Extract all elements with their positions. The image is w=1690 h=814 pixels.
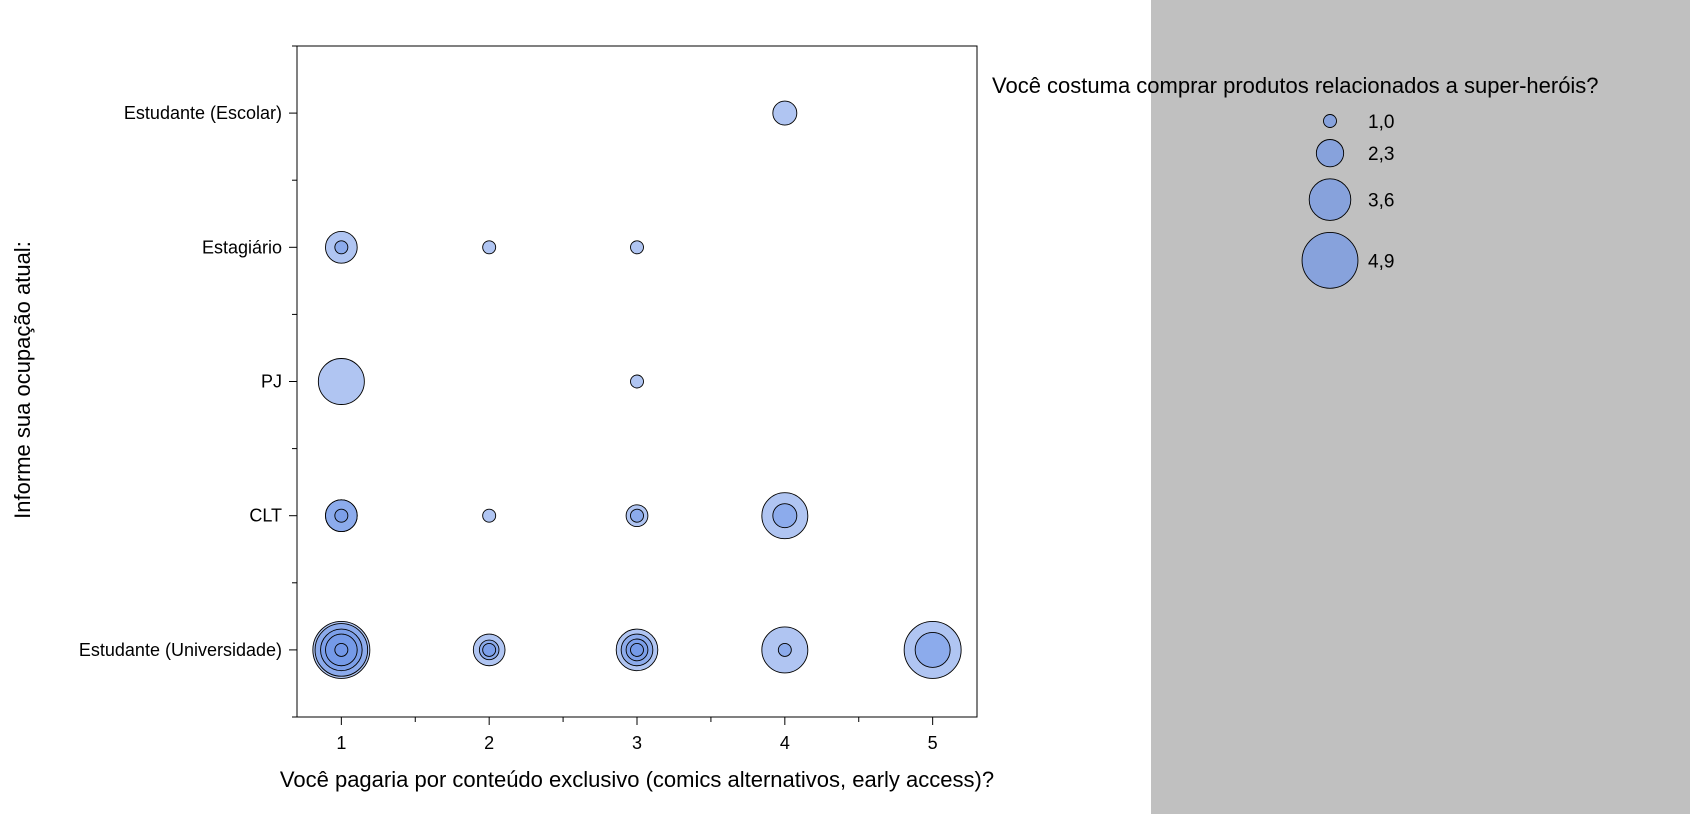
bubble-point [630, 240, 644, 255]
y-tick-label: Estudante (Universidade) [79, 640, 282, 660]
x-tick-label: 5 [928, 733, 938, 753]
x-tick-label: 3 [632, 733, 642, 753]
bubbles [312, 100, 962, 679]
size-legend-marker [1301, 231, 1359, 289]
size-legend-title: Você costuma comprar produtos relacionad… [992, 73, 1599, 98]
y-tick-label: PJ [261, 372, 282, 392]
legend-panel-background [1151, 0, 1690, 814]
bubble-point [334, 508, 349, 523]
y-axis-title: Informe sua ocupação atual: [10, 241, 35, 519]
size-legend-label: 4,9 [1368, 251, 1394, 272]
bubble-point [630, 508, 644, 523]
bubble-point [482, 642, 497, 657]
x-axis-title: Você pagaria por conteúdo exclusivo (com… [280, 767, 994, 792]
size-legend-marker [1323, 114, 1337, 128]
size-legend: 1,0 2,3 3,6 4,9 [1301, 112, 1394, 289]
bubble-point [630, 642, 644, 657]
size-legend-label: 1,0 [1368, 112, 1394, 133]
axes: 1 2 3 4 5 Estudante (Universidade) CLT PJ Estagi… [79, 45, 978, 753]
bubble-point [772, 503, 798, 529]
bubble-point [914, 631, 951, 668]
bubble-point [772, 100, 798, 126]
y-tick-label: Estagiário [202, 237, 282, 257]
size-legend-label: 2,3 [1368, 144, 1394, 165]
bubble-point [482, 240, 497, 255]
bubble-point [482, 508, 497, 523]
bubble-point [777, 642, 792, 657]
size-legend-marker [1308, 178, 1352, 221]
bubble-point [334, 240, 349, 255]
y-tick-label: CLT [249, 506, 282, 526]
bubble-point [334, 642, 349, 657]
size-legend-marker [1315, 139, 1345, 168]
bubble-point [630, 374, 644, 389]
x-tick-label: 4 [780, 733, 790, 753]
x-tick-label: 1 [336, 733, 346, 753]
size-legend-label: 3,6 [1368, 191, 1394, 212]
bubble-point [317, 358, 365, 405]
x-tick-label: 2 [484, 733, 494, 753]
y-tick-label: Estudante (Escolar) [124, 103, 282, 123]
